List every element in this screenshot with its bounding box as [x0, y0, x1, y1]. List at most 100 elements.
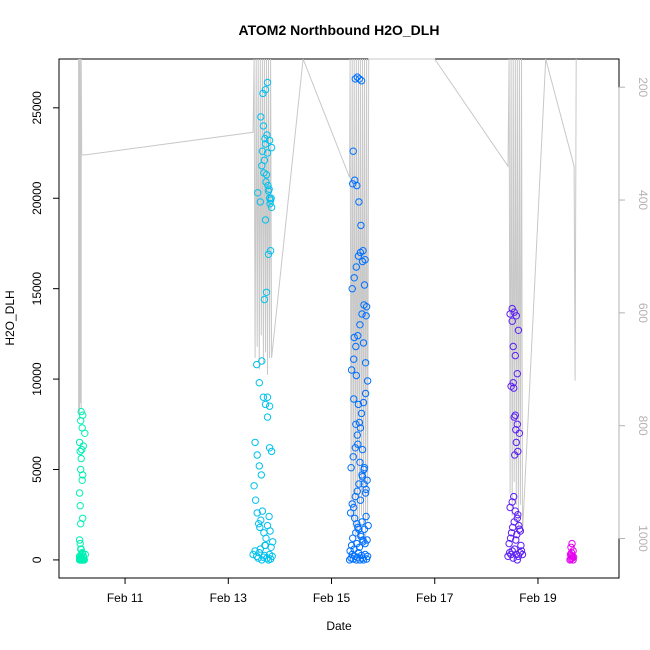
data-point	[359, 398, 368, 407]
data-point	[255, 379, 263, 387]
data-point	[349, 453, 357, 461]
data-point	[265, 512, 273, 521]
data-point	[346, 547, 354, 555]
data-point	[515, 525, 524, 533]
data-point	[76, 539, 84, 548]
data-point	[349, 180, 357, 188]
data-point	[266, 247, 275, 255]
data-point	[359, 536, 367, 544]
data-point	[516, 527, 525, 535]
data-point	[507, 550, 515, 559]
data-point	[511, 411, 519, 419]
data-point	[260, 295, 269, 304]
data-point	[354, 440, 362, 448]
data-point	[350, 503, 358, 512]
data-point	[356, 321, 364, 329]
data-point	[268, 552, 276, 560]
data-point	[75, 489, 84, 497]
data-point	[513, 420, 521, 428]
data-point	[517, 547, 526, 555]
data-point	[357, 221, 365, 230]
data-point	[356, 424, 365, 432]
data-point	[513, 556, 521, 564]
data-point	[350, 274, 358, 282]
data-point	[267, 143, 276, 152]
data-point	[356, 496, 365, 504]
data-point	[352, 371, 360, 380]
data-point	[352, 263, 360, 271]
data-point	[511, 507, 519, 515]
data-point	[362, 312, 370, 320]
data-point	[261, 86, 270, 94]
data-point	[511, 351, 519, 360]
data-point	[358, 310, 366, 318]
data-point	[251, 496, 260, 504]
y-axis-label: H2O_DLH	[3, 290, 17, 345]
data-point	[262, 534, 270, 542]
data-point	[361, 389, 370, 398]
data-point	[265, 402, 274, 410]
right-tick-label: 200	[636, 77, 650, 97]
data-point	[76, 447, 84, 456]
data-point	[253, 509, 261, 517]
data-point	[355, 480, 363, 488]
data-point	[354, 332, 362, 340]
data-point	[253, 451, 261, 459]
data-point	[354, 252, 363, 260]
data-point	[267, 203, 276, 212]
data-point	[361, 256, 369, 264]
data-point	[266, 196, 275, 204]
data-point	[77, 407, 85, 416]
y-axis: 0 5000 10000 15000 20000 25000	[30, 91, 60, 563]
data-point	[357, 409, 366, 418]
data-point	[569, 547, 577, 555]
x-tick-label: Feb 17	[416, 591, 454, 605]
data-point	[355, 198, 363, 206]
data-point	[568, 552, 577, 560]
data-point	[259, 89, 267, 98]
data-point	[259, 122, 268, 130]
data-point	[511, 545, 519, 553]
plot-area-frame	[58, 58, 620, 579]
data-point	[267, 543, 275, 551]
right-tick-label: 1000	[636, 525, 650, 552]
data-point	[506, 534, 515, 542]
data-point	[263, 149, 272, 157]
data-point	[79, 514, 87, 522]
data-point	[258, 507, 267, 515]
data-point	[511, 451, 519, 459]
data-point	[508, 317, 516, 325]
data-point	[567, 543, 575, 551]
x-tick-label: Feb 11	[107, 591, 144, 605]
data-point	[251, 438, 259, 447]
data-point	[76, 502, 84, 510]
data-point	[77, 454, 85, 463]
data-point	[505, 539, 513, 548]
data-point	[363, 377, 372, 385]
data-point	[79, 411, 87, 419]
profile-line	[78, 58, 577, 545]
data-point	[514, 552, 523, 560]
data-point	[512, 536, 520, 544]
data-point	[355, 75, 364, 83]
data-point	[347, 464, 355, 472]
data-point	[257, 113, 265, 121]
data-point	[257, 516, 265, 524]
data-point	[349, 534, 357, 542]
data-point	[261, 216, 270, 224]
data-point	[356, 458, 364, 466]
y-tick-label: 20000	[30, 181, 44, 215]
data-point	[355, 543, 364, 551]
data-point	[347, 541, 356, 550]
data-point	[262, 178, 270, 186]
data-point	[361, 489, 370, 497]
data-point	[347, 366, 356, 374]
data-point	[265, 444, 274, 452]
data-point	[256, 198, 264, 206]
data-point	[567, 551, 576, 560]
x-tick-label: Feb 19	[519, 591, 557, 605]
data-point	[346, 509, 355, 517]
data-point	[354, 523, 362, 532]
data-point	[348, 285, 356, 293]
data-point	[509, 342, 517, 351]
